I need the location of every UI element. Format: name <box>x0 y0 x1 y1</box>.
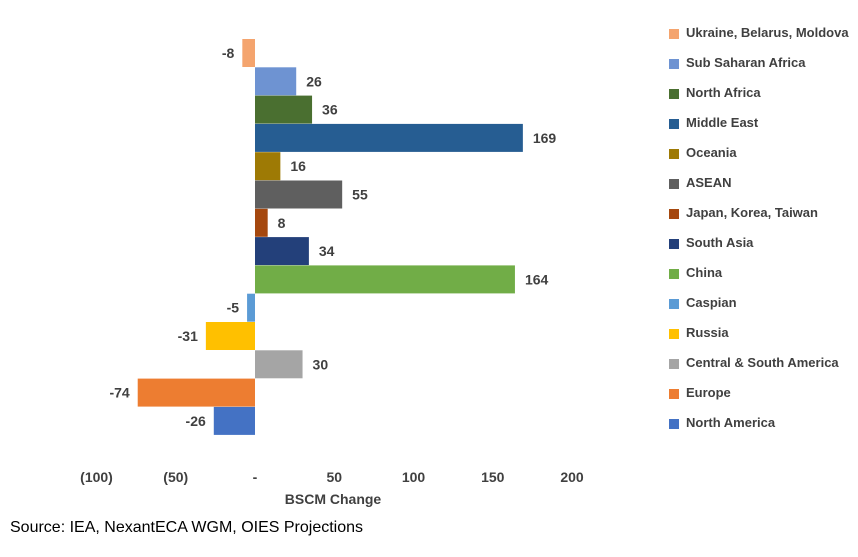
bar-europe <box>137 378 255 407</box>
bar-value-label: -8 <box>222 45 235 61</box>
legend-swatch <box>669 59 679 69</box>
legend-swatch <box>669 359 679 369</box>
bar-sub-saharan-africa <box>255 67 297 96</box>
x-tick-label: (100) <box>80 469 113 485</box>
bar-value-label: 55 <box>352 187 368 203</box>
x-tick-label: 200 <box>560 469 584 485</box>
legend-label: Middle East <box>686 115 759 130</box>
bar-value-label: 164 <box>525 271 549 287</box>
legend-label: Sub Saharan Africa <box>686 55 806 70</box>
x-tick-label: 150 <box>481 469 505 485</box>
legend-label: North America <box>686 415 776 430</box>
legend-label: Russia <box>686 325 729 340</box>
bar-ukraine-belarus-moldova <box>242 39 255 67</box>
legend-label: Oceania <box>686 145 737 160</box>
legend-label: Japan, Korea, Taiwan <box>686 205 818 220</box>
x-tick-label: - <box>253 469 258 485</box>
bar-oceania <box>255 152 281 181</box>
legend-swatch <box>669 209 679 219</box>
legend-label: China <box>686 265 723 280</box>
legend-swatch <box>669 269 679 279</box>
bar-value-label: -26 <box>186 413 206 429</box>
legend-label: North Africa <box>686 85 761 100</box>
bar-asean <box>255 180 343 209</box>
bar-north-america <box>213 406 255 435</box>
bar-value-label: 34 <box>319 243 335 259</box>
bar-south-asia <box>255 237 309 266</box>
legend-swatch <box>669 89 679 99</box>
legend-label: ASEAN <box>686 175 732 190</box>
bar-caspian <box>247 293 255 322</box>
legend-swatch <box>669 329 679 339</box>
legend-swatch <box>669 419 679 429</box>
legend-swatch <box>669 29 679 39</box>
bar-north-africa <box>255 95 313 124</box>
legend-label: Europe <box>686 385 731 400</box>
bar-value-label: -5 <box>227 300 240 316</box>
bar-value-label: -74 <box>109 385 129 401</box>
bar-value-label: 16 <box>290 158 306 174</box>
bar-value-label: -31 <box>178 328 198 344</box>
bar-central-south-america <box>255 350 303 379</box>
legend-label: Central & South America <box>686 355 839 370</box>
legend-label: Caspian <box>686 295 737 310</box>
x-tick-label: 100 <box>402 469 426 485</box>
legend-swatch <box>669 179 679 189</box>
legend-swatch <box>669 299 679 309</box>
source-note: Source: IEA, NexantECA WGM, OIES Project… <box>10 519 364 536</box>
legend-label: Ukraine, Belarus, Moldova <box>686 25 849 40</box>
bar-value-label: 169 <box>533 130 557 146</box>
x-axis-title: BSCM Change <box>285 491 382 507</box>
bar-value-label: 36 <box>322 102 338 118</box>
bar-china <box>255 265 515 294</box>
bar-value-label: 26 <box>306 73 322 89</box>
legend-swatch <box>669 149 679 159</box>
legend-swatch <box>669 389 679 399</box>
x-tick-label: 50 <box>326 469 342 485</box>
bar-value-label: 8 <box>278 215 286 231</box>
x-tick-label: (50) <box>163 469 188 485</box>
bar-middle-east <box>255 123 523 152</box>
bar-russia <box>205 322 255 350</box>
bar-value-label: 30 <box>313 356 329 372</box>
legend-swatch <box>669 239 679 249</box>
legend-swatch <box>669 119 679 129</box>
legend-label: South Asia <box>686 235 754 250</box>
bar-japan-korea-taiwan <box>255 208 268 237</box>
